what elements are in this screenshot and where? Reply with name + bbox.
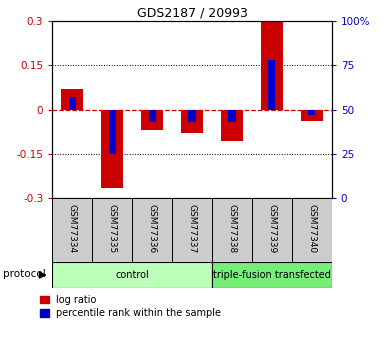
Bar — [52, 198, 92, 262]
Bar — [52, 262, 212, 288]
Bar — [61, 89, 83, 110]
Bar — [268, 60, 275, 110]
Bar — [172, 198, 212, 262]
Bar — [132, 198, 172, 262]
Text: GSM77336: GSM77336 — [148, 204, 157, 254]
Bar — [212, 198, 252, 262]
Legend: log ratio, percentile rank within the sample: log ratio, percentile rank within the sa… — [38, 293, 223, 320]
Bar — [301, 110, 323, 121]
Bar — [141, 110, 163, 130]
Text: GSM77334: GSM77334 — [68, 205, 77, 254]
Text: GSM77340: GSM77340 — [307, 205, 316, 254]
Title: GDS2187 / 20993: GDS2187 / 20993 — [137, 7, 248, 20]
Text: protocol: protocol — [3, 269, 45, 279]
Text: GSM77335: GSM77335 — [108, 204, 117, 254]
Bar — [221, 110, 243, 141]
Text: triple-fusion transfected: triple-fusion transfected — [213, 270, 331, 280]
Bar — [229, 110, 236, 122]
Bar — [101, 110, 123, 188]
Bar — [261, 22, 283, 110]
Text: GSM77338: GSM77338 — [227, 204, 236, 254]
Text: GSM77337: GSM77337 — [187, 204, 197, 254]
Bar — [308, 110, 315, 115]
Bar — [92, 198, 132, 262]
Bar — [212, 262, 332, 288]
Bar — [252, 198, 292, 262]
Bar — [69, 97, 76, 110]
Bar — [189, 110, 196, 122]
Bar — [292, 198, 332, 262]
Bar — [149, 110, 156, 122]
Text: control: control — [115, 270, 149, 280]
Text: GSM77339: GSM77339 — [267, 204, 276, 254]
Bar — [181, 110, 203, 133]
Bar — [109, 110, 116, 154]
